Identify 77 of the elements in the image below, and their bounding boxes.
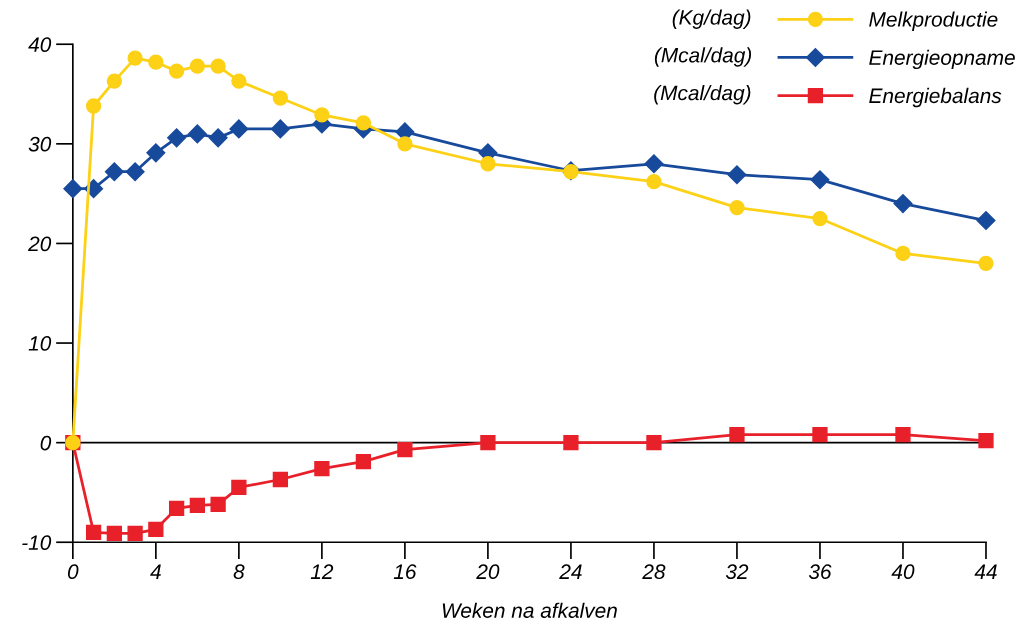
point xyxy=(480,156,496,172)
point xyxy=(106,73,122,89)
point xyxy=(895,245,911,262)
y-tick-label: 30 xyxy=(28,136,52,152)
point xyxy=(85,524,102,540)
point xyxy=(646,174,662,190)
point xyxy=(893,194,913,214)
x-axis-title: Weken na afkalven xyxy=(442,602,617,618)
legend-label: Energiebalans xyxy=(869,87,1002,108)
point xyxy=(810,170,830,190)
x-tick-label: 24 xyxy=(559,564,582,579)
point xyxy=(85,98,102,114)
legend-label: Energieopname xyxy=(869,49,1015,70)
point xyxy=(208,128,228,148)
point xyxy=(397,441,413,458)
point xyxy=(148,521,164,537)
point xyxy=(812,210,828,227)
point xyxy=(63,179,83,199)
point xyxy=(272,471,289,488)
point xyxy=(270,119,290,139)
x-tick-label: 44 xyxy=(974,564,997,579)
point xyxy=(563,435,579,451)
point xyxy=(978,255,994,272)
point xyxy=(729,427,745,443)
point xyxy=(168,500,185,517)
point xyxy=(148,54,164,70)
x-tick-label: 12 xyxy=(310,564,334,579)
point xyxy=(644,154,664,174)
point xyxy=(104,162,124,182)
point xyxy=(229,119,249,139)
x-tick-label: 8 xyxy=(233,564,245,580)
point xyxy=(127,525,143,541)
annotation: (Mcal/dag) xyxy=(654,47,752,67)
point xyxy=(812,427,828,443)
point xyxy=(272,90,289,106)
y-tick-label: 40 xyxy=(28,37,52,52)
point xyxy=(895,427,911,443)
point xyxy=(727,165,747,185)
point xyxy=(978,433,994,449)
x-tick-label: 4 xyxy=(150,564,161,579)
point xyxy=(127,50,143,66)
x-tick-label: 32 xyxy=(725,564,749,580)
text: (Kg/dag) xyxy=(672,9,751,29)
point xyxy=(563,164,579,180)
x-tick-label: 40 xyxy=(891,564,915,580)
point xyxy=(106,525,122,541)
point xyxy=(189,58,206,74)
x-tick-label: 20 xyxy=(476,564,500,580)
point xyxy=(210,496,226,513)
point xyxy=(355,453,372,470)
point xyxy=(976,211,996,231)
point xyxy=(187,124,207,144)
x-tick-label: 28 xyxy=(642,564,666,580)
y-tick-label: -10 xyxy=(22,535,52,551)
point xyxy=(480,435,496,451)
point xyxy=(231,73,247,89)
point xyxy=(167,128,187,148)
point xyxy=(146,143,166,163)
y-tick-label: 10 xyxy=(28,336,52,351)
point xyxy=(210,58,226,74)
point xyxy=(355,115,372,131)
point xyxy=(314,107,330,123)
point xyxy=(189,497,206,514)
point xyxy=(125,162,145,182)
y-tick-label: 0 xyxy=(40,435,52,451)
x-tick-label: 16 xyxy=(393,564,417,580)
legend-label: Melkproductie xyxy=(869,11,998,31)
point xyxy=(231,479,247,496)
x-tick-label: 36 xyxy=(808,564,832,580)
point xyxy=(168,63,185,79)
point xyxy=(729,199,745,216)
point xyxy=(646,435,662,451)
annotation: (Mcal/dag) xyxy=(654,84,751,105)
point xyxy=(397,136,413,152)
y-tick-label: 20 xyxy=(28,236,52,252)
point xyxy=(314,460,330,477)
x-tick-label: 0 xyxy=(67,564,79,580)
